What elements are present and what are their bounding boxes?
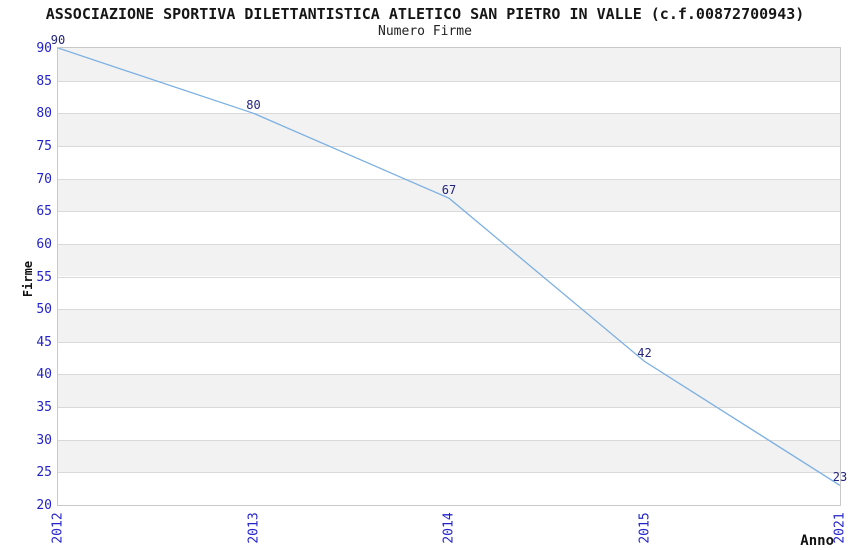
gridline (58, 407, 840, 409)
gridline (58, 145, 840, 147)
y-tick-label: 50 (36, 302, 52, 318)
y-tick-label: 90 (36, 41, 52, 56)
value-label: 80 (246, 98, 261, 113)
y-tick-label: 80 (36, 106, 52, 122)
gridline (58, 178, 840, 180)
y-tick-label: 75 (36, 138, 52, 154)
grid-band (58, 309, 840, 342)
chart-title: ASSOCIAZIONE SPORTIVA DILETTANTISTICA AT… (45, 5, 805, 23)
gridline (58, 80, 840, 82)
y-tick-label: 65 (36, 204, 52, 220)
gridline (58, 309, 840, 311)
value-label: 67 (441, 183, 457, 198)
y-tick-label: 30 (36, 432, 52, 448)
y-tick-label: 20 (36, 498, 52, 513)
x-tick-label: 2013 (246, 512, 261, 544)
y-tick-label: 85 (36, 73, 52, 89)
plot-area: 90 80 67 42 23 (51, 33, 847, 506)
y-tick-label: 55 (36, 269, 52, 285)
grid-band (58, 341, 840, 375)
gridline (58, 341, 840, 343)
value-label: 90 (50, 33, 66, 47)
gridline (58, 243, 840, 245)
grid-band (58, 145, 840, 179)
x-tick-label: 2015 (637, 512, 652, 544)
gridline (58, 211, 840, 213)
grid-band (58, 178, 840, 212)
grid-band (58, 48, 840, 81)
gridline (58, 276, 840, 278)
gridline (58, 374, 840, 376)
grid-band (58, 80, 840, 114)
line-series-svg (58, 48, 840, 486)
series-polyline (58, 48, 840, 486)
grid-band (58, 113, 840, 146)
gridline (58, 472, 840, 474)
y-tick-label: 35 (36, 400, 52, 416)
grid-band (58, 211, 840, 244)
gridline (58, 113, 840, 115)
value-label: 23 (832, 470, 848, 485)
x-tick-label: 2021 (832, 512, 848, 544)
x-tick-label: 2012 (50, 512, 66, 544)
grid-band (58, 276, 840, 310)
grid-band (58, 439, 840, 473)
chart-subtitle: Numero Firme (378, 24, 472, 39)
grid-band (58, 472, 840, 505)
value-label: 42 (637, 346, 652, 361)
grid-band (58, 374, 840, 408)
y-tick-label: 25 (36, 465, 52, 481)
gridline (58, 439, 840, 441)
y-tick-label: 60 (36, 236, 52, 252)
y-tick-label: 40 (36, 367, 52, 383)
x-tick-label: 2014 (441, 512, 457, 544)
y-tick-label: 45 (36, 334, 52, 350)
y-tick-label: 70 (36, 171, 52, 187)
grid-band (58, 407, 840, 440)
x-axis-title: Anno (800, 533, 834, 549)
grid-band (58, 243, 840, 277)
